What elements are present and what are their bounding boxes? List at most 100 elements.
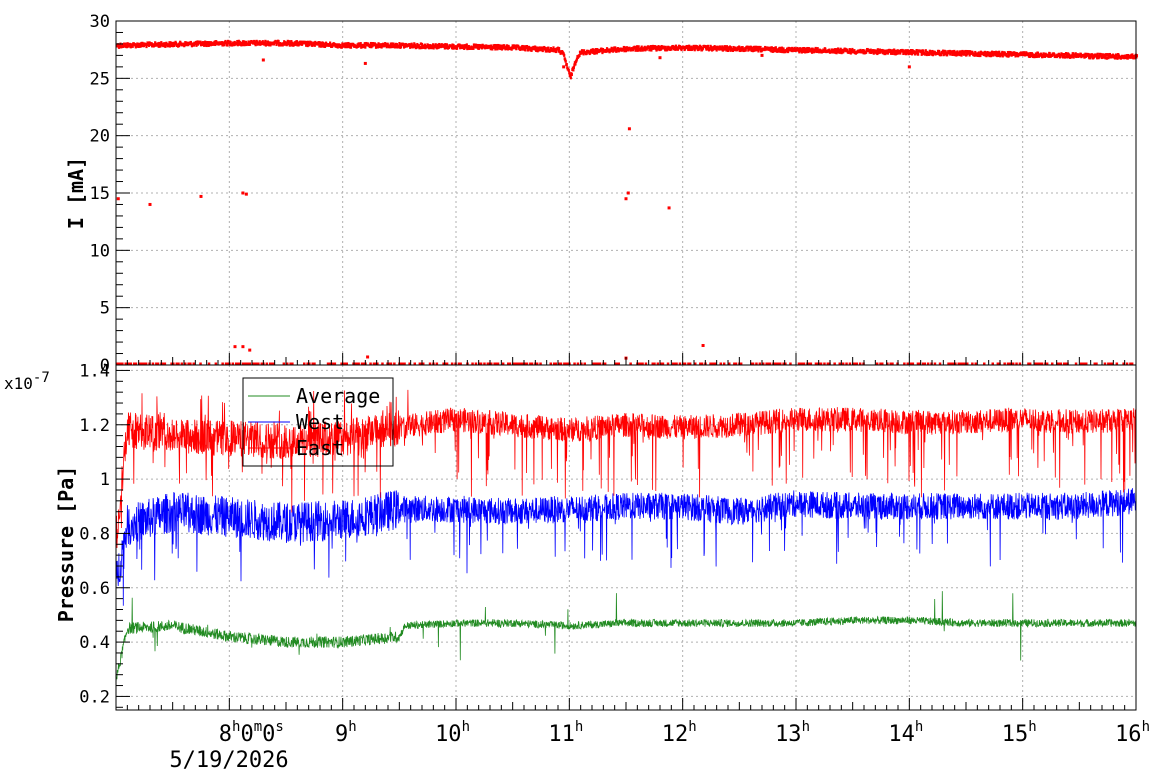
current-zero-point xyxy=(530,362,534,365)
current-point xyxy=(564,59,567,63)
current-point xyxy=(1078,54,1081,58)
pressure-y-tick-label: 0.2 xyxy=(79,687,110,707)
current-point xyxy=(670,47,673,51)
current-zero-point xyxy=(221,362,224,365)
current-point xyxy=(429,44,432,48)
current-point xyxy=(718,47,721,51)
current-point xyxy=(645,47,648,51)
current-point xyxy=(738,45,741,49)
current-point xyxy=(828,48,831,52)
current-zero-point xyxy=(445,362,449,365)
current-point xyxy=(585,52,588,56)
time-hour: 10 xyxy=(435,722,462,747)
current-zero-point xyxy=(376,362,379,365)
current-zero-point xyxy=(1095,362,1098,365)
current-point xyxy=(178,44,181,48)
current-outlier xyxy=(701,344,705,348)
current-zero-point xyxy=(517,362,520,365)
current-point xyxy=(403,44,407,48)
current-point xyxy=(1028,55,1031,59)
current-zero-point xyxy=(617,362,620,365)
current-zero-point xyxy=(889,362,892,365)
current-point xyxy=(1125,54,1128,58)
current-point xyxy=(1133,56,1136,60)
current-zero-point xyxy=(1093,362,1096,365)
time-unit: h xyxy=(802,719,810,735)
current-zero-point xyxy=(614,362,617,365)
current-point xyxy=(781,50,784,54)
current-point xyxy=(195,43,198,47)
current-zero-point xyxy=(241,362,245,365)
current-point xyxy=(534,45,537,49)
current-point xyxy=(1108,52,1111,56)
current-point xyxy=(623,49,626,53)
current-outlier xyxy=(627,127,631,131)
current-point xyxy=(220,41,224,45)
current-zero-point xyxy=(809,362,813,365)
time-unit: h xyxy=(915,719,923,735)
current-zero-point xyxy=(306,362,309,365)
current-zero-point xyxy=(342,362,345,365)
current-point xyxy=(536,49,539,53)
current-point xyxy=(272,42,276,46)
current-zero-point xyxy=(903,362,906,365)
current-zero-point xyxy=(282,362,286,365)
current-zero-point xyxy=(775,362,779,365)
pressure-series-east xyxy=(115,389,1137,549)
pressure-axis-title: Pressure [Pa] xyxy=(54,466,78,623)
current-zero-point xyxy=(459,362,462,365)
current-point xyxy=(749,45,752,49)
current-point xyxy=(238,40,241,44)
current-zero-point xyxy=(372,362,376,365)
current-zero-point xyxy=(355,362,359,365)
current-point xyxy=(977,51,980,55)
pressure-y-tick-label: 1.4 xyxy=(79,361,110,381)
current-zero-point xyxy=(354,362,357,365)
current-point xyxy=(937,49,941,53)
current-point xyxy=(558,47,561,51)
current-point xyxy=(512,46,515,50)
current-point xyxy=(154,41,157,45)
current-point xyxy=(500,47,504,51)
current-y-tick-label: 20 xyxy=(90,127,110,147)
current-outlier xyxy=(366,355,370,359)
current-point xyxy=(690,45,693,49)
current-zero-point xyxy=(816,362,819,365)
current-point xyxy=(650,48,653,52)
current-zero-point xyxy=(189,362,192,365)
current-zero-point xyxy=(155,362,158,365)
current-zero-point xyxy=(496,362,500,365)
current-zero-point xyxy=(435,362,439,365)
current-point xyxy=(346,45,349,49)
current-zero-point xyxy=(603,362,607,365)
current-point xyxy=(523,45,526,49)
current-zero-point xyxy=(1125,362,1129,365)
current-zero-point xyxy=(224,362,228,365)
current-point xyxy=(989,54,993,58)
current-point xyxy=(554,50,558,54)
current-point xyxy=(1107,56,1110,60)
current-zero-point xyxy=(615,362,619,365)
current-point xyxy=(901,49,904,53)
current-zero-point xyxy=(457,362,461,365)
current-point xyxy=(582,49,586,53)
current-point xyxy=(174,42,178,46)
current-zero-point xyxy=(127,362,131,365)
current-point xyxy=(657,45,660,49)
current-point xyxy=(666,48,669,52)
current-point xyxy=(242,40,246,44)
current-zero-point xyxy=(535,362,539,365)
current-y-tick-label: 25 xyxy=(90,69,110,89)
current-point xyxy=(1135,54,1139,58)
current-point xyxy=(737,47,740,51)
time-hour: 14 xyxy=(888,722,915,747)
current-zero-point xyxy=(923,362,926,365)
time-unit: s xyxy=(275,719,283,735)
current-zero-point xyxy=(666,362,670,365)
current-zero-point xyxy=(712,362,716,365)
current-zero-point xyxy=(767,362,770,365)
current-zero-point xyxy=(651,362,654,365)
current-point xyxy=(1062,52,1066,56)
current-zero-point xyxy=(549,362,552,365)
